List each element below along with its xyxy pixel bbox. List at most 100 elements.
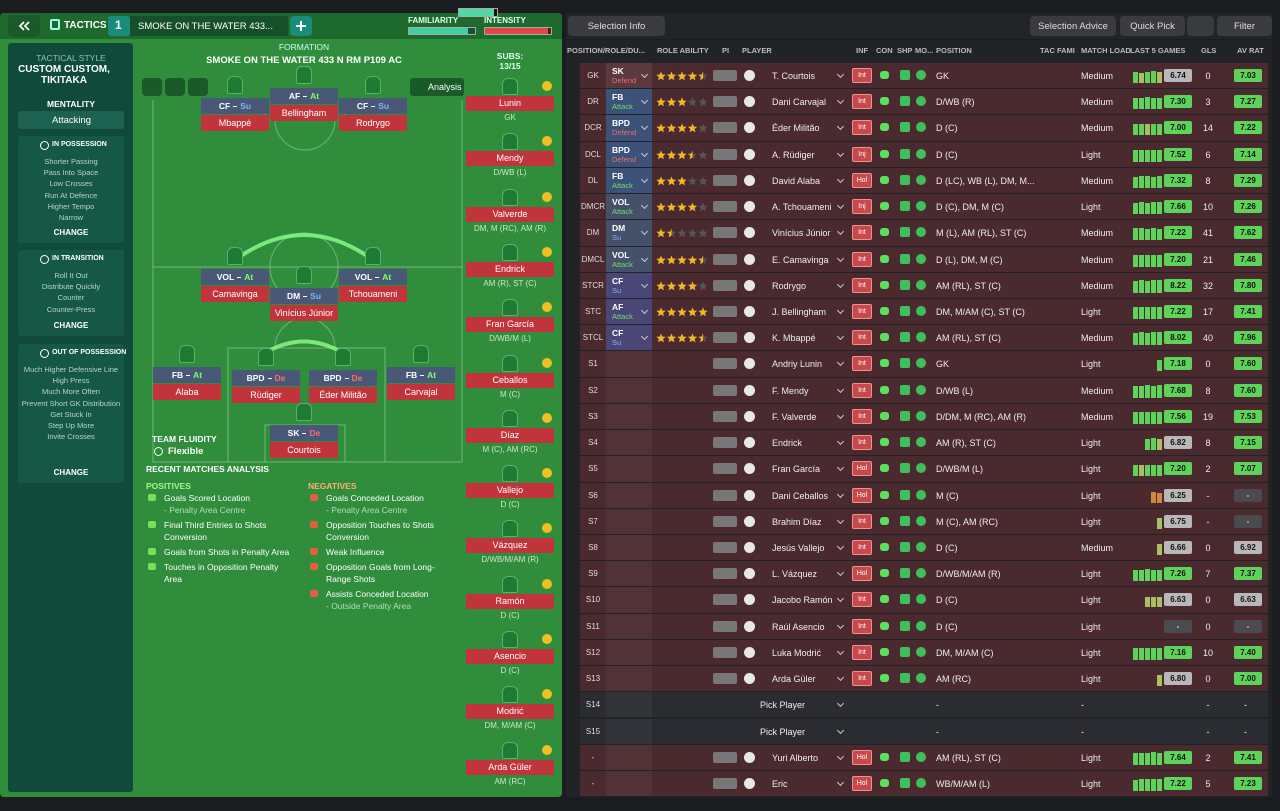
player-dropdown[interactable] xyxy=(836,280,845,288)
column-header[interactable]: LAST 5 GAMES xyxy=(1130,46,1186,55)
player-name[interactable]: E. Camavinga xyxy=(772,254,829,265)
sub-name[interactable]: Ceballos xyxy=(466,372,554,388)
sub-name[interactable]: Vázquez xyxy=(466,538,554,554)
player-dropdown[interactable] xyxy=(836,359,845,367)
column-header[interactable]: PI xyxy=(722,46,730,55)
player-dropdown[interactable] xyxy=(836,411,845,419)
change-button[interactable]: CHANGE xyxy=(53,228,89,237)
sub-name[interactable]: Mendy xyxy=(466,151,554,167)
player-name[interactable]: David Alaba xyxy=(772,175,821,186)
player-dropdown[interactable] xyxy=(836,621,845,629)
player-name[interactable]: Andriy Lunin xyxy=(772,359,823,370)
player-name[interactable]: K. Mbappé xyxy=(772,333,816,344)
player-name[interactable]: J. Bellingham xyxy=(772,306,827,317)
player-name[interactable]: A. Tchouameni xyxy=(772,202,832,213)
player-dropdown[interactable] xyxy=(836,700,845,708)
stats-button[interactable] xyxy=(165,78,185,96)
change-button[interactable]: CHANGE xyxy=(53,468,89,477)
sub-name[interactable]: Arda Güler xyxy=(466,759,554,775)
player-dropdown[interactable] xyxy=(836,254,845,262)
sub-name[interactable]: Fran García xyxy=(466,317,554,333)
mentality-dropdown[interactable] xyxy=(18,111,124,129)
column-header[interactable]: TAC FAMI xyxy=(1040,46,1075,55)
add-tactic[interactable] xyxy=(290,16,312,36)
column-header[interactable]: CON xyxy=(876,46,893,55)
player-name[interactable]: Raúl Asencio xyxy=(772,621,825,632)
player-dropdown[interactable] xyxy=(836,438,845,446)
player-name[interactable]: Dani Carvajal xyxy=(772,97,827,108)
sub-name[interactable]: Díaz xyxy=(466,427,554,443)
player-name[interactable]: Pick Player xyxy=(760,700,806,711)
column-header[interactable]: INF xyxy=(856,46,869,55)
player-dropdown[interactable] xyxy=(836,228,845,236)
analysis-title[interactable]: RECENT MATCHES ANALYSIS xyxy=(146,464,269,474)
sub-name[interactable]: Vallejo xyxy=(466,483,554,499)
player-name[interactable]: Pick Player xyxy=(760,726,806,737)
player-name[interactable]: Fran García xyxy=(772,464,821,475)
tactic-number-box[interactable] xyxy=(108,16,130,36)
view-button[interactable] xyxy=(142,78,162,96)
player-dropdown[interactable] xyxy=(836,569,845,577)
player-dropdown[interactable] xyxy=(836,752,845,760)
column-header[interactable]: GLS xyxy=(1201,46,1217,55)
toolbar-button[interactable]: Selection Info xyxy=(568,16,665,36)
player-name[interactable]: Rodrygo xyxy=(772,280,807,291)
back-button[interactable] xyxy=(8,15,40,37)
toolbar-button[interactable]: Filter xyxy=(1217,16,1272,36)
column-header[interactable]: POSITION xyxy=(936,46,972,55)
player-dropdown[interactable] xyxy=(836,490,845,498)
player-name[interactable]: Jesús Vallejo xyxy=(772,542,825,553)
column-header[interactable]: MO... xyxy=(915,46,934,55)
player-name[interactable]: A. Rüdiger xyxy=(772,149,815,160)
player-dropdown[interactable] xyxy=(836,149,845,157)
player-dropdown[interactable] xyxy=(836,306,845,315)
player-name[interactable]: Dani Ceballos xyxy=(772,490,829,501)
player-name[interactable]: Eric xyxy=(772,778,788,789)
column-header[interactable]: PLAYER xyxy=(742,46,772,55)
player-name[interactable]: Brahim Díaz xyxy=(772,516,822,527)
change-button[interactable]: CHANGE xyxy=(53,321,89,330)
player-name[interactable]: Arda Güler xyxy=(772,674,816,685)
player-dropdown[interactable] xyxy=(836,542,845,550)
info-button[interactable] xyxy=(188,78,208,96)
column-header[interactable]: ROLE ABILITY xyxy=(657,46,709,55)
sub-name[interactable]: Valverde xyxy=(466,206,554,222)
player-dropdown[interactable] xyxy=(836,123,845,131)
player-dropdown[interactable] xyxy=(836,516,845,524)
player-name[interactable]: Éder Militão xyxy=(772,123,820,134)
quick-pick-dropdown[interactable] xyxy=(1187,16,1214,36)
player-dropdown[interactable] xyxy=(836,726,845,734)
player-dropdown[interactable] xyxy=(836,97,845,105)
toolbar-button[interactable]: Quick Pick xyxy=(1120,16,1185,36)
player-dropdown[interactable] xyxy=(836,70,845,79)
sub-name[interactable]: Asencio xyxy=(466,649,554,664)
player-dropdown[interactable] xyxy=(836,385,845,393)
player-dropdown[interactable] xyxy=(836,202,845,210)
player-name[interactable]: F. Valverde xyxy=(772,411,817,422)
player-name[interactable]: Yuri Alberto xyxy=(772,752,819,763)
player-name[interactable]: F. Mendy xyxy=(772,385,809,396)
player-dropdown[interactable] xyxy=(836,674,845,682)
sub-name[interactable]: Endrick xyxy=(466,261,554,277)
sub-name[interactable]: Modrić xyxy=(466,704,554,720)
player-dropdown[interactable] xyxy=(836,464,845,472)
sub-name[interactable]: Lunin xyxy=(466,96,554,111)
player-dropdown[interactable] xyxy=(836,778,845,786)
player-name[interactable]: L. Vázquez xyxy=(772,569,818,580)
player-name[interactable]: Vinícius Júnior xyxy=(772,228,831,239)
player-name[interactable]: T. Courtois xyxy=(772,71,816,81)
column-header[interactable]: AV RAT xyxy=(1237,46,1264,55)
column-header[interactable]: MATCH LOAD xyxy=(1081,46,1131,55)
player-dropdown[interactable] xyxy=(836,595,845,603)
analysis-button[interactable]: Analysis xyxy=(410,78,464,96)
tactic-name-box[interactable] xyxy=(130,16,288,36)
player-dropdown[interactable] xyxy=(836,647,845,655)
column-header[interactable]: SHP xyxy=(897,46,913,55)
toolbar-button[interactable]: Selection Advice xyxy=(1030,16,1116,36)
column-header[interactable]: POSITION/ROLE/DU... xyxy=(567,46,645,55)
player-name[interactable]: Jacobo Ramón xyxy=(772,595,833,606)
player-dropdown[interactable] xyxy=(836,333,845,341)
player-name[interactable]: Endrick xyxy=(772,438,803,449)
player-dropdown[interactable] xyxy=(836,175,845,183)
player-name[interactable]: Luka Modrić xyxy=(772,647,822,658)
